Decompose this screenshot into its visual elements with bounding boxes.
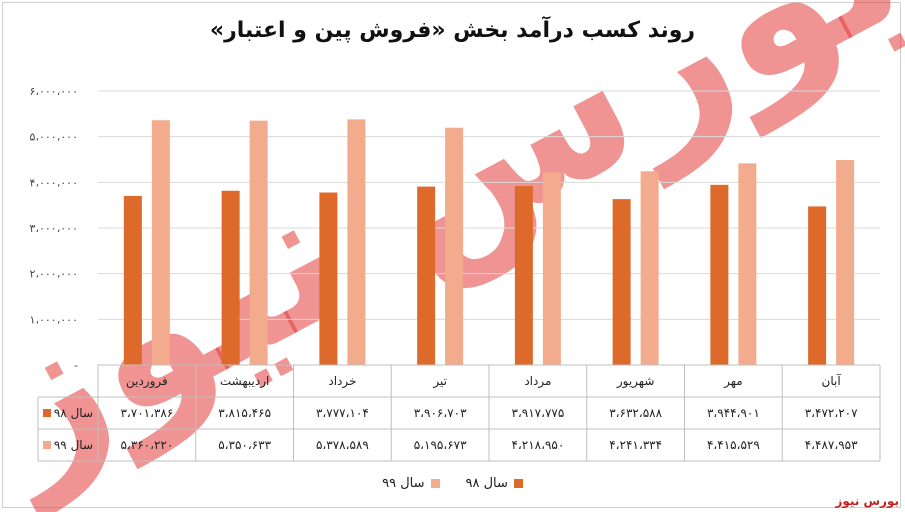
table-series-swatch xyxy=(43,409,51,417)
data-label: ۴،۴۱۵،۵۲۹ xyxy=(707,438,760,452)
legend-label-98: سال ۹۸ xyxy=(465,476,508,491)
bar-98 xyxy=(612,199,631,365)
data-label: ۳،۷۰۱،۳۸۶ xyxy=(120,406,173,420)
bar-98 xyxy=(123,195,142,365)
legend: سال ۹۸ سال ۹۹ xyxy=(0,476,905,491)
y-tick-label: ۳،۰۰۰،۰۰۰ xyxy=(30,222,78,235)
bar-99 xyxy=(542,172,561,365)
x-category-label: مهر xyxy=(723,374,743,389)
x-category-label: تیر xyxy=(432,374,447,389)
legend-swatch-98 xyxy=(513,479,523,488)
data-label: ۵،۳۵۰،۶۳۳ xyxy=(218,438,271,452)
data-label: ۵،۳۷۸،۵۸۹ xyxy=(316,438,369,452)
chart-title: روند کسب درآمد بخش «فروش پین و اعتبار» xyxy=(209,18,696,43)
x-category-label: خرداد xyxy=(328,374,356,389)
legend-item-99: سال ۹۹ xyxy=(382,476,440,491)
data-label: ۴،۴۸۷،۹۵۳ xyxy=(805,438,858,452)
data-label: ۴،۲۴۱،۳۳۴ xyxy=(609,438,662,452)
data-label: ۳،۸۱۵،۴۶۵ xyxy=(218,406,271,420)
y-tick-label: ۴،۰۰۰،۰۰۰ xyxy=(30,176,78,189)
data-label: ۳،۴۷۲،۲۰۷ xyxy=(805,406,858,420)
bar-99 xyxy=(836,160,855,365)
data-label: ۵،۱۹۵،۶۷۳ xyxy=(414,438,467,452)
data-label: ۳،۹۰۶،۷۰۳ xyxy=(414,406,467,420)
bar-98 xyxy=(221,190,240,365)
bar-99 xyxy=(738,163,757,365)
bar-99 xyxy=(249,120,268,366)
bar-98 xyxy=(808,206,827,365)
x-category-label: اردیبهشت xyxy=(220,374,269,389)
data-label: ۳،۶۳۲،۵۸۸ xyxy=(609,406,662,420)
x-category-label: شهریور xyxy=(616,374,655,389)
data-label: ۴،۲۱۸،۹۵۰ xyxy=(511,438,564,452)
bar-99 xyxy=(445,127,464,366)
legend-item-98: سال ۹۸ xyxy=(466,476,523,491)
data-label: ۵،۳۶۰،۲۲۰ xyxy=(120,438,173,452)
legend-swatch-99 xyxy=(430,479,440,488)
y-tick-label: ۱،۰۰۰،۰۰۰ xyxy=(30,313,78,326)
bar-98 xyxy=(710,184,729,365)
bar-98 xyxy=(514,186,533,365)
y-tick-label: ۵،۰۰۰،۰۰۰ xyxy=(30,131,78,144)
brand-logo-text: بورس نیوز xyxy=(835,494,899,508)
x-category-label: مرداد xyxy=(524,374,551,389)
x-category-label: فروردین xyxy=(126,374,168,389)
table-series-swatch xyxy=(43,441,51,449)
table-series-name: سال ۹۸ xyxy=(54,406,93,420)
y-tick-label: - xyxy=(74,359,78,372)
legend-label-99: سال ۹۹ xyxy=(382,476,425,491)
bar-99 xyxy=(640,171,659,365)
data-label: ۳،۹۴۴،۹۰۱ xyxy=(707,406,760,420)
bar-99 xyxy=(347,119,366,365)
bar-98 xyxy=(319,192,338,365)
table-series-name: سال ۹۹ xyxy=(54,438,93,452)
y-tick-label: ۲،۰۰۰،۰۰۰ xyxy=(30,268,78,281)
bar-98 xyxy=(417,186,436,365)
data-label: ۳،۹۱۷،۷۷۵ xyxy=(511,406,564,420)
data-label: ۳،۷۷۷،۱۰۴ xyxy=(316,406,369,420)
bar-99 xyxy=(151,120,170,366)
y-tick-label: ۶،۰۰۰،۰۰۰ xyxy=(30,85,78,98)
x-category-label: آبان xyxy=(822,373,842,388)
